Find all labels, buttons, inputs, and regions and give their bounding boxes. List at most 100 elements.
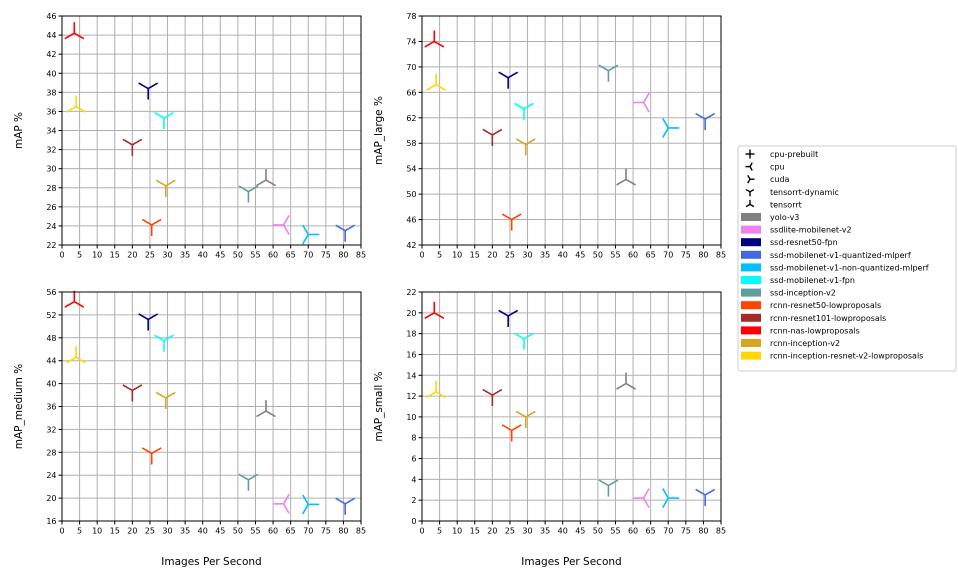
y-tick-label: 70 — [406, 63, 416, 72]
y-tick-label: 36 — [46, 403, 56, 412]
x-tick-label: 5 — [77, 527, 82, 536]
data-point-ssd-mobilenet-v1-quantized-mlperf — [695, 112, 716, 131]
legend-entry-ssd-mobilenet-v1-non-quantized-mlperf: ssd-mobilenet-v1-non-quantized-mlperf — [741, 263, 929, 272]
legend-entry-tensorrt-dynamic: tensorrt-dynamic — [745, 188, 839, 197]
y-tick-label: 44 — [46, 31, 56, 40]
y-axis-label: mAP_large % — [373, 96, 385, 165]
legend-entry-cpu-prebuilt: cpu-prebuilt — [745, 149, 818, 159]
y-tick-label: 24 — [46, 222, 56, 231]
legend-swatch — [741, 288, 761, 297]
data-point-rcnn-inception-v2 — [155, 179, 176, 197]
y-axis-label: mAP_small % — [373, 371, 385, 441]
x-tick-label: 65 — [286, 527, 296, 536]
y-tick-label: 50 — [406, 190, 416, 199]
x-tick-label: 5 — [437, 527, 442, 536]
data-point-ssdlite-mobilenet-v2 — [272, 493, 290, 514]
y-tick-label: 0 — [411, 517, 416, 526]
legend-entry-ssd-resnet50-fpn: ssd-resnet50-fpn — [741, 238, 838, 247]
x-tick-label: 85 — [356, 527, 366, 536]
legend-entry-rcnn-resnet101-lowproposals: rcnn-resnet101-lowproposals — [741, 313, 886, 323]
x-tick-label: 50 — [593, 251, 603, 260]
legend-swatch — [741, 339, 761, 347]
x-tick-label: 45 — [575, 527, 585, 536]
data-point-ssd-inception-v2 — [238, 185, 259, 203]
data-point-rcnn-nas-lowproposals — [64, 290, 85, 308]
y-tick-label: 74 — [406, 37, 416, 46]
y-tick-label: 66 — [406, 88, 416, 97]
x-tick-label: 60 — [628, 527, 638, 536]
data-point-ssdlite-mobilenet-v2 — [632, 488, 650, 509]
legend-entry-yolo-v3: yolo-v3 — [741, 213, 799, 222]
x-tick-label: 0 — [419, 527, 424, 536]
data-point-ssd-resnet50-fpn — [498, 71, 519, 89]
legend-label: ssd-mobilenet-v1-quantized-mlperf — [770, 251, 911, 260]
legend-label: cuda — [770, 175, 790, 184]
x-tick-label: 10 — [92, 251, 102, 260]
x-tick-label: 25 — [505, 527, 515, 536]
subplot-3: 0 5 10 15 20 25 30 35 40 45 50 55 60 65 70 75 80 85 16 20 24… — [13, 288, 366, 568]
y-tick-label: 16 — [406, 350, 416, 359]
y-tick-label: 10 — [406, 413, 416, 422]
x-tick-label: 15 — [470, 527, 480, 536]
legend-swatch — [741, 326, 761, 335]
y-tick-label: 40 — [46, 380, 56, 389]
x-tick-label: 0 — [59, 251, 64, 260]
legend-label: rcnn-resnet50-lowproposals — [770, 301, 881, 310]
x-tick-label: 60 — [628, 251, 638, 260]
y-tick-label: 12 — [406, 392, 416, 401]
x-tick-label: 10 — [452, 527, 462, 536]
legend-label: cpu-prebuilt — [770, 150, 818, 159]
y-tick-label: 22 — [46, 241, 56, 250]
x-tick-label: 15 — [110, 527, 120, 536]
y-tick-label: 40 — [46, 69, 56, 78]
data-point-yolo-v3 — [616, 372, 636, 390]
y-tick-label: 38 — [46, 88, 56, 97]
subplot-4: 0 5 10 15 20 25 30 35 40 45 50 55 60 65 70 75 80 85 0 2 4 6 8 1… — [373, 288, 726, 568]
x-tick-label: 40 — [558, 527, 568, 536]
x-tick-label: 5 — [77, 251, 82, 260]
x-tick-label: 45 — [215, 527, 225, 536]
data-point-rcnn-resnet101-lowproposals — [482, 128, 503, 146]
x-tick-label: 70 — [663, 527, 673, 536]
y-tick-label: 8 — [411, 434, 416, 443]
y-tick-label: 46 — [46, 12, 56, 21]
data-point-ssd-mobilenet-v1-non-quantized-mlperf — [662, 488, 680, 509]
x-tick-label: 80 — [338, 251, 348, 260]
data-point-ssd-mobilenet-v1-fpn — [514, 332, 534, 350]
y-tick-label: 20 — [46, 494, 56, 503]
legend-label: cpu — [770, 163, 785, 172]
data-point-ssd-mobilenet-v1-quantized-mlperf — [335, 224, 356, 242]
y-tick-label: 56 — [46, 288, 56, 297]
data-point-ssd-mobilenet-v1-fpn — [154, 111, 174, 130]
x-tick-label: 50 — [233, 527, 243, 536]
legend-swatch — [741, 213, 761, 221]
data-points — [424, 301, 716, 509]
x-tick-label: 60 — [268, 527, 278, 536]
y-tick-label: 24 — [46, 471, 56, 480]
y-tick-label: 16 — [46, 517, 56, 526]
x-tick-label: 25 — [505, 251, 515, 260]
legend-swatch — [741, 301, 761, 310]
x-tick-label: 55 — [250, 251, 260, 260]
data-point-rcnn-inception-resnet-v2-lowproposals — [426, 73, 446, 91]
legend-label: tensorrt-dynamic — [770, 188, 839, 197]
legend-swatch — [741, 263, 761, 272]
legend-swatch — [741, 250, 761, 259]
y-tick-label: 46 — [406, 216, 416, 225]
data-point-rcnn-resnet50-lowproposals — [141, 218, 162, 236]
y-tick-label: 34 — [46, 127, 56, 136]
data-point-ssd-mobilenet-v1-non-quantized-mlperf — [302, 494, 320, 515]
x-tick-label: 15 — [110, 251, 120, 260]
legend-swatch — [741, 276, 761, 284]
legend-label: ssd-mobilenet-v1-fpn — [770, 276, 855, 285]
x-tick-label: 75 — [681, 251, 691, 260]
data-point-ssd-resnet50-fpn — [498, 309, 519, 327]
x-tick-label: 65 — [646, 527, 656, 536]
x-tick-label: 85 — [356, 251, 366, 260]
x-tick-label: 50 — [593, 527, 603, 536]
data-points — [424, 30, 716, 231]
x-tick-label: 35 — [180, 527, 190, 536]
data-point-yolo-v3 — [616, 168, 636, 186]
legend: cpu-prebuilt cpu cuda tensorrt-dynamic tenso… — [737, 145, 957, 372]
x-axis-label: Images Per Second — [521, 556, 621, 568]
